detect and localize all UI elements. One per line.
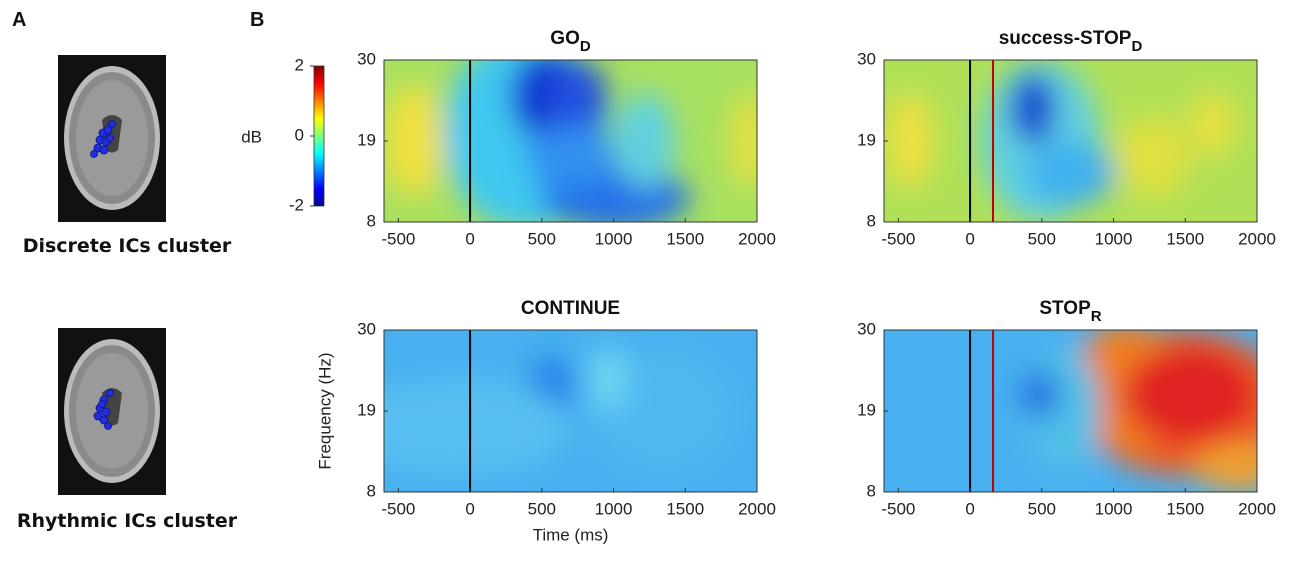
x-tick-label: 0 xyxy=(465,229,474,248)
x-tick-label: -500 xyxy=(381,229,415,248)
x-tick-label: 500 xyxy=(528,499,556,518)
panel-label: B xyxy=(250,9,264,31)
plot-title: success-STOPD xyxy=(999,28,1143,55)
y-tick-label: 19 xyxy=(357,130,376,149)
x-tick-label: 2000 xyxy=(738,229,776,248)
y-tick-label: 30 xyxy=(357,319,376,338)
x-tick-label: 1000 xyxy=(1095,229,1133,248)
x-tick-label: 1500 xyxy=(1166,229,1204,248)
y-tick-label: 8 xyxy=(867,481,876,500)
colorbar xyxy=(313,65,325,207)
x-tick-label: 1500 xyxy=(666,229,704,248)
colorbar-tick-label: 2 xyxy=(295,55,304,74)
y-tick-label: 8 xyxy=(367,481,376,500)
y-tick-label: 8 xyxy=(367,211,376,230)
x-tick-label: 1000 xyxy=(1095,499,1133,518)
y-tick-label: 8 xyxy=(867,211,876,230)
y-axis-label: Frequency (Hz) xyxy=(315,352,334,469)
y-tick-label: 19 xyxy=(357,400,376,419)
x-tick-label: -500 xyxy=(381,499,415,518)
x-tick-label: -500 xyxy=(881,499,915,518)
plot-title-main: STOP xyxy=(1039,298,1091,319)
plot-title: STOPR xyxy=(1039,298,1101,325)
plot-title-main: GO xyxy=(550,28,580,49)
brain-caption: Rhythmic ICs cluster xyxy=(17,510,238,532)
x-tick-label: 500 xyxy=(1028,499,1056,518)
heatmap xyxy=(384,330,757,492)
x-tick-label: 500 xyxy=(528,229,556,248)
plot-title-sub: R xyxy=(1091,308,1102,325)
x-axis-label: Time (ms) xyxy=(533,525,609,544)
x-tick-label: 2000 xyxy=(1238,229,1276,248)
y-tick-label: 30 xyxy=(857,319,876,338)
panel-label: A xyxy=(12,9,26,31)
x-tick-label: -500 xyxy=(881,229,915,248)
y-tick-label: 19 xyxy=(857,400,876,419)
heatmap xyxy=(884,330,1257,492)
y-tick-label: 30 xyxy=(357,49,376,68)
brain-image xyxy=(58,55,166,222)
colorbar-tick-label: 0 xyxy=(295,125,304,144)
heatmap xyxy=(884,60,1257,222)
plot-title-main: CONTINUE xyxy=(521,298,620,319)
x-tick-label: 1000 xyxy=(595,229,633,248)
y-tick-label: 19 xyxy=(857,130,876,149)
plot-title-main: success-STOP xyxy=(999,28,1132,49)
x-tick-label: 2000 xyxy=(738,499,776,518)
plot-title: CONTINUE xyxy=(521,298,620,319)
heatmap xyxy=(384,60,757,222)
x-tick-label: 1500 xyxy=(1166,499,1204,518)
x-tick-label: 2000 xyxy=(1238,499,1276,518)
plot-title-sub: D xyxy=(580,38,591,55)
colorbar-label: dB xyxy=(241,127,262,146)
x-tick-label: 0 xyxy=(965,499,974,518)
brain-image xyxy=(58,328,166,495)
colorbar-tick-label: -2 xyxy=(289,195,304,214)
y-tick-label: 30 xyxy=(857,49,876,68)
x-tick-label: 0 xyxy=(965,229,974,248)
x-tick-label: 1500 xyxy=(666,499,704,518)
x-tick-label: 1000 xyxy=(595,499,633,518)
plot-title: GOD xyxy=(550,28,591,55)
x-tick-label: 500 xyxy=(1028,229,1056,248)
brain-caption: Discrete ICs cluster xyxy=(23,235,232,257)
x-tick-label: 0 xyxy=(465,499,474,518)
plot-title-sub: D xyxy=(1131,38,1142,55)
